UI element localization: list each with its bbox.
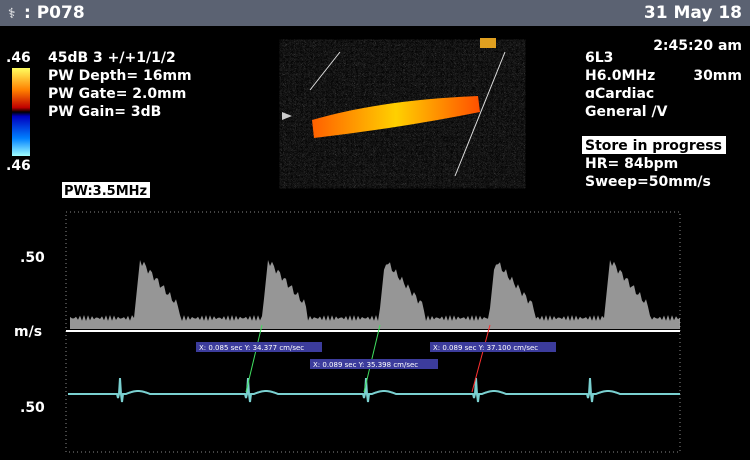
axis-unit: m/s: [14, 324, 42, 340]
mode: General /V: [585, 104, 668, 120]
measurement: X: 0.089 sec Y: 35.398 cm/sec: [313, 361, 418, 369]
patient-id: : P078: [24, 3, 85, 23]
logo: ⚕: [8, 6, 16, 22]
param: PW Gate= 2.0mm: [48, 86, 186, 102]
measurement: X: 0.089 sec Y: 37.100 cm/sec: [433, 344, 538, 352]
store-status: Store in progress: [585, 138, 722, 154]
measurement-box: [310, 359, 438, 369]
date: 31 May 18: [644, 3, 742, 23]
measurement-box: [196, 342, 322, 352]
measurement: X: 0.085 sec Y: 34.377 cm/sec: [199, 344, 304, 352]
color-bar: [12, 68, 30, 156]
frequency: H6.0MHz: [585, 68, 655, 84]
axis-top: .50: [20, 250, 45, 266]
probe: 6L3: [585, 50, 613, 66]
depth: 30mm: [693, 68, 742, 84]
b-mode-image: [282, 38, 506, 177]
heart-rate: HR= 84bpm: [585, 156, 678, 172]
scale-bottom: .46: [6, 158, 31, 174]
scale-top: .46: [6, 50, 31, 66]
store-box: [582, 136, 726, 154]
preset: ɑCardiac: [585, 86, 654, 102]
doppler-spectrum: [70, 260, 680, 329]
param: 45dB 3 +/+1/1/2: [48, 50, 176, 66]
measurement-box: [430, 342, 556, 352]
header-bar: [0, 0, 750, 26]
pw-box: [62, 182, 150, 198]
ecg-trace: [68, 377, 680, 403]
spectrum-fill: [70, 260, 680, 329]
param: PW Depth= 16mm: [48, 68, 192, 84]
marker-line: [471, 324, 491, 393]
axis-bottom: .50: [20, 400, 45, 416]
sweep: Sweep=50mm/s: [585, 174, 711, 190]
pw-label: PW:3.5MHz: [64, 184, 147, 199]
marker-line: [245, 324, 263, 393]
marker-line: [363, 324, 381, 393]
time: 2:45:20 am: [653, 38, 742, 54]
param: PW Gain= 3dB: [48, 104, 161, 120]
